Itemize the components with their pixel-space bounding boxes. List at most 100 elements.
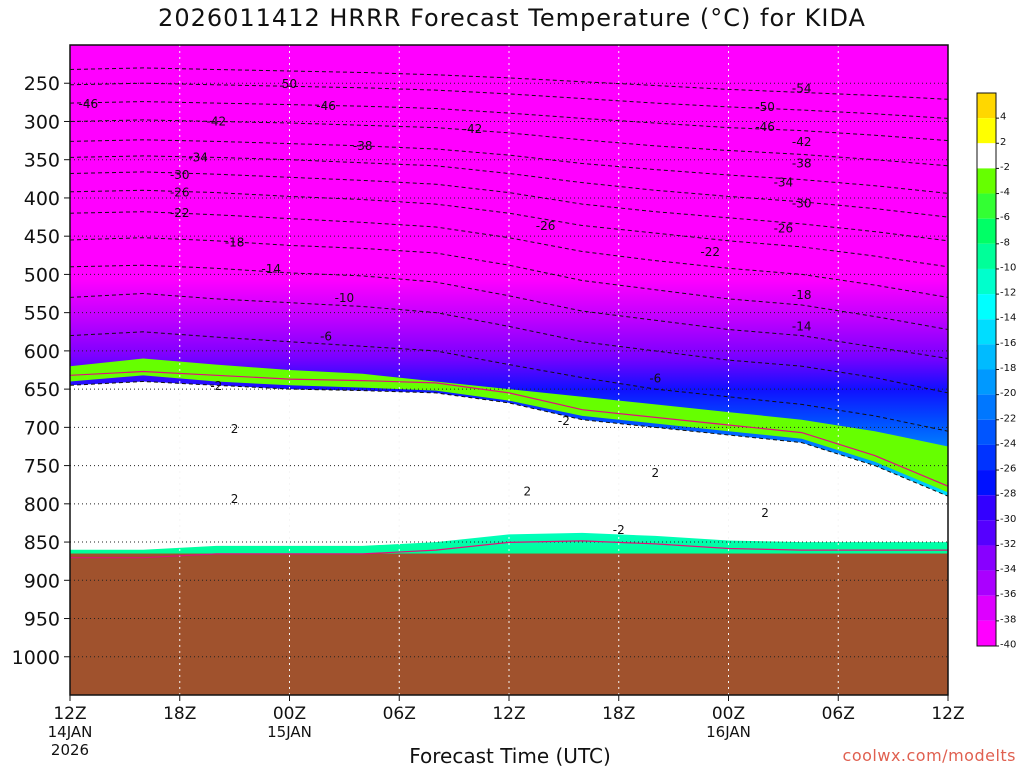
y-tick-label: 950: [24, 609, 60, 631]
x-tick-label: 00Z: [712, 704, 745, 724]
colorbar-swatch: [977, 193, 996, 219]
isotherm-line: [70, 292, 948, 394]
contour-label: -22: [700, 245, 720, 259]
contour-label: -10: [335, 291, 355, 305]
contour-label: -42: [463, 122, 483, 136]
colorbar-swatch: [977, 545, 996, 571]
y-tick-label: 300: [24, 111, 60, 133]
contour-label: -26: [536, 219, 556, 233]
y-tick-label: 400: [24, 188, 60, 210]
contour-label: 2: [231, 492, 239, 506]
contour-label: -34: [188, 150, 208, 164]
contour-label: -50: [755, 100, 775, 114]
contour-label: -46: [755, 120, 775, 134]
contour-label: 2: [652, 466, 660, 480]
contour-label: -30: [792, 196, 812, 210]
colorbar-swatch: [977, 570, 996, 596]
contour-label: 50: [282, 77, 297, 91]
x-tick-label: 18Z: [602, 704, 635, 724]
colorbar-label: -34: [1000, 564, 1016, 575]
colorbar-label: -40: [1000, 639, 1016, 650]
y-tick-label: 550: [24, 303, 60, 325]
y-tick-label: 800: [24, 494, 60, 516]
colorbar-swatch: [977, 143, 996, 169]
x-tick-label: 06Z: [383, 704, 416, 724]
contour-label: -46: [316, 99, 336, 113]
x-tick-label: 00Z: [273, 704, 306, 724]
colorbar-label: -16: [1000, 338, 1016, 349]
isotherm-line: [70, 237, 948, 330]
contour-label: -2: [210, 379, 222, 393]
y-tick-label: 500: [24, 264, 60, 286]
colorbar-swatch: [977, 243, 996, 269]
colorbar-label: -8: [1000, 237, 1010, 248]
colorbar-swatch: [977, 294, 996, 320]
y-tick-label: 350: [24, 150, 60, 172]
colorbar-swatch: [977, 419, 996, 445]
x-tick-date: 16JAN: [706, 723, 751, 741]
colorbar-swatch: [977, 520, 996, 546]
contour-label: -46: [78, 97, 98, 111]
y-tick-label: 850: [24, 532, 60, 554]
colorbar-label: 2: [1000, 137, 1006, 148]
isotherm-line: [70, 264, 948, 359]
colorbar-label: -18: [1000, 363, 1016, 374]
colorbar-label: -2: [1000, 162, 1010, 173]
y-tick-label: 750: [24, 456, 60, 478]
x-tick-date: 15JAN: [267, 723, 312, 741]
contour-label: -30: [170, 168, 190, 182]
colorbar-label: -26: [1000, 464, 1016, 475]
colorbar-label: -30: [1000, 514, 1016, 525]
colorbar-swatch: [977, 470, 996, 496]
colorbar-swatch: [977, 595, 996, 621]
colorbar-swatch: [977, 344, 996, 370]
contour-label: -6: [320, 329, 332, 343]
freezing-line: [70, 370, 948, 487]
x-tick-date: 14JAN: [48, 723, 93, 741]
y-tick-label: 700: [24, 417, 60, 439]
contour-label: -42: [792, 135, 812, 149]
isotherm-line: [70, 211, 948, 298]
y-tick-label: 250: [24, 73, 60, 95]
colorbar-swatch: [977, 268, 996, 295]
colorbar-swatch: [977, 168, 996, 194]
contour-label: -54: [792, 82, 812, 96]
contour-label: -38: [792, 157, 812, 171]
contour-label: -22: [170, 206, 190, 220]
chart-title: 2026011412 HRRR Forecast Temperature (°C…: [158, 4, 866, 32]
x-tick-label: 12Z: [492, 704, 525, 724]
colorbar-label: -20: [1000, 388, 1016, 399]
contour-label: 2: [761, 506, 769, 520]
contour-label: -2: [558, 414, 570, 428]
x-tick-label: 06Z: [822, 704, 855, 724]
contour-label: -18: [792, 288, 812, 302]
colorbar-swatch: [977, 369, 996, 395]
colorbar-label: -22: [1000, 413, 1016, 424]
colorbar-swatch: [977, 93, 996, 119]
colorbar-swatch: [977, 620, 996, 646]
colorbar-label: -14: [1000, 313, 1016, 324]
contour-label: -26: [774, 222, 794, 236]
contour-label: -34: [774, 176, 794, 190]
y-tick-label: 1000: [12, 647, 60, 669]
colorbar-swatch: [977, 495, 996, 521]
credit-text: coolwx.com/modelts: [842, 746, 1016, 765]
isotherm-line: [70, 380, 948, 497]
contour-label: -6: [649, 371, 661, 385]
contour-label: -2: [613, 523, 625, 537]
y-tick-label: 450: [24, 226, 60, 248]
colorbar-label: 4: [1000, 112, 1006, 123]
contour-label: -42: [207, 114, 227, 128]
x-tick-label: 18Z: [163, 704, 196, 724]
x-axis-label: Forecast Time (UTC): [409, 744, 611, 768]
freezing-line: [70, 540, 948, 559]
colorbar-label: -12: [1000, 288, 1016, 299]
colorbar-label: -38: [1000, 614, 1016, 625]
contour-label: -38: [353, 139, 373, 153]
contour-label: -18: [225, 235, 245, 249]
y-tick-label: 600: [24, 341, 60, 363]
colorbar-swatch: [977, 319, 996, 345]
isotherm-line: [70, 331, 948, 432]
contour-label: -14: [792, 319, 812, 333]
